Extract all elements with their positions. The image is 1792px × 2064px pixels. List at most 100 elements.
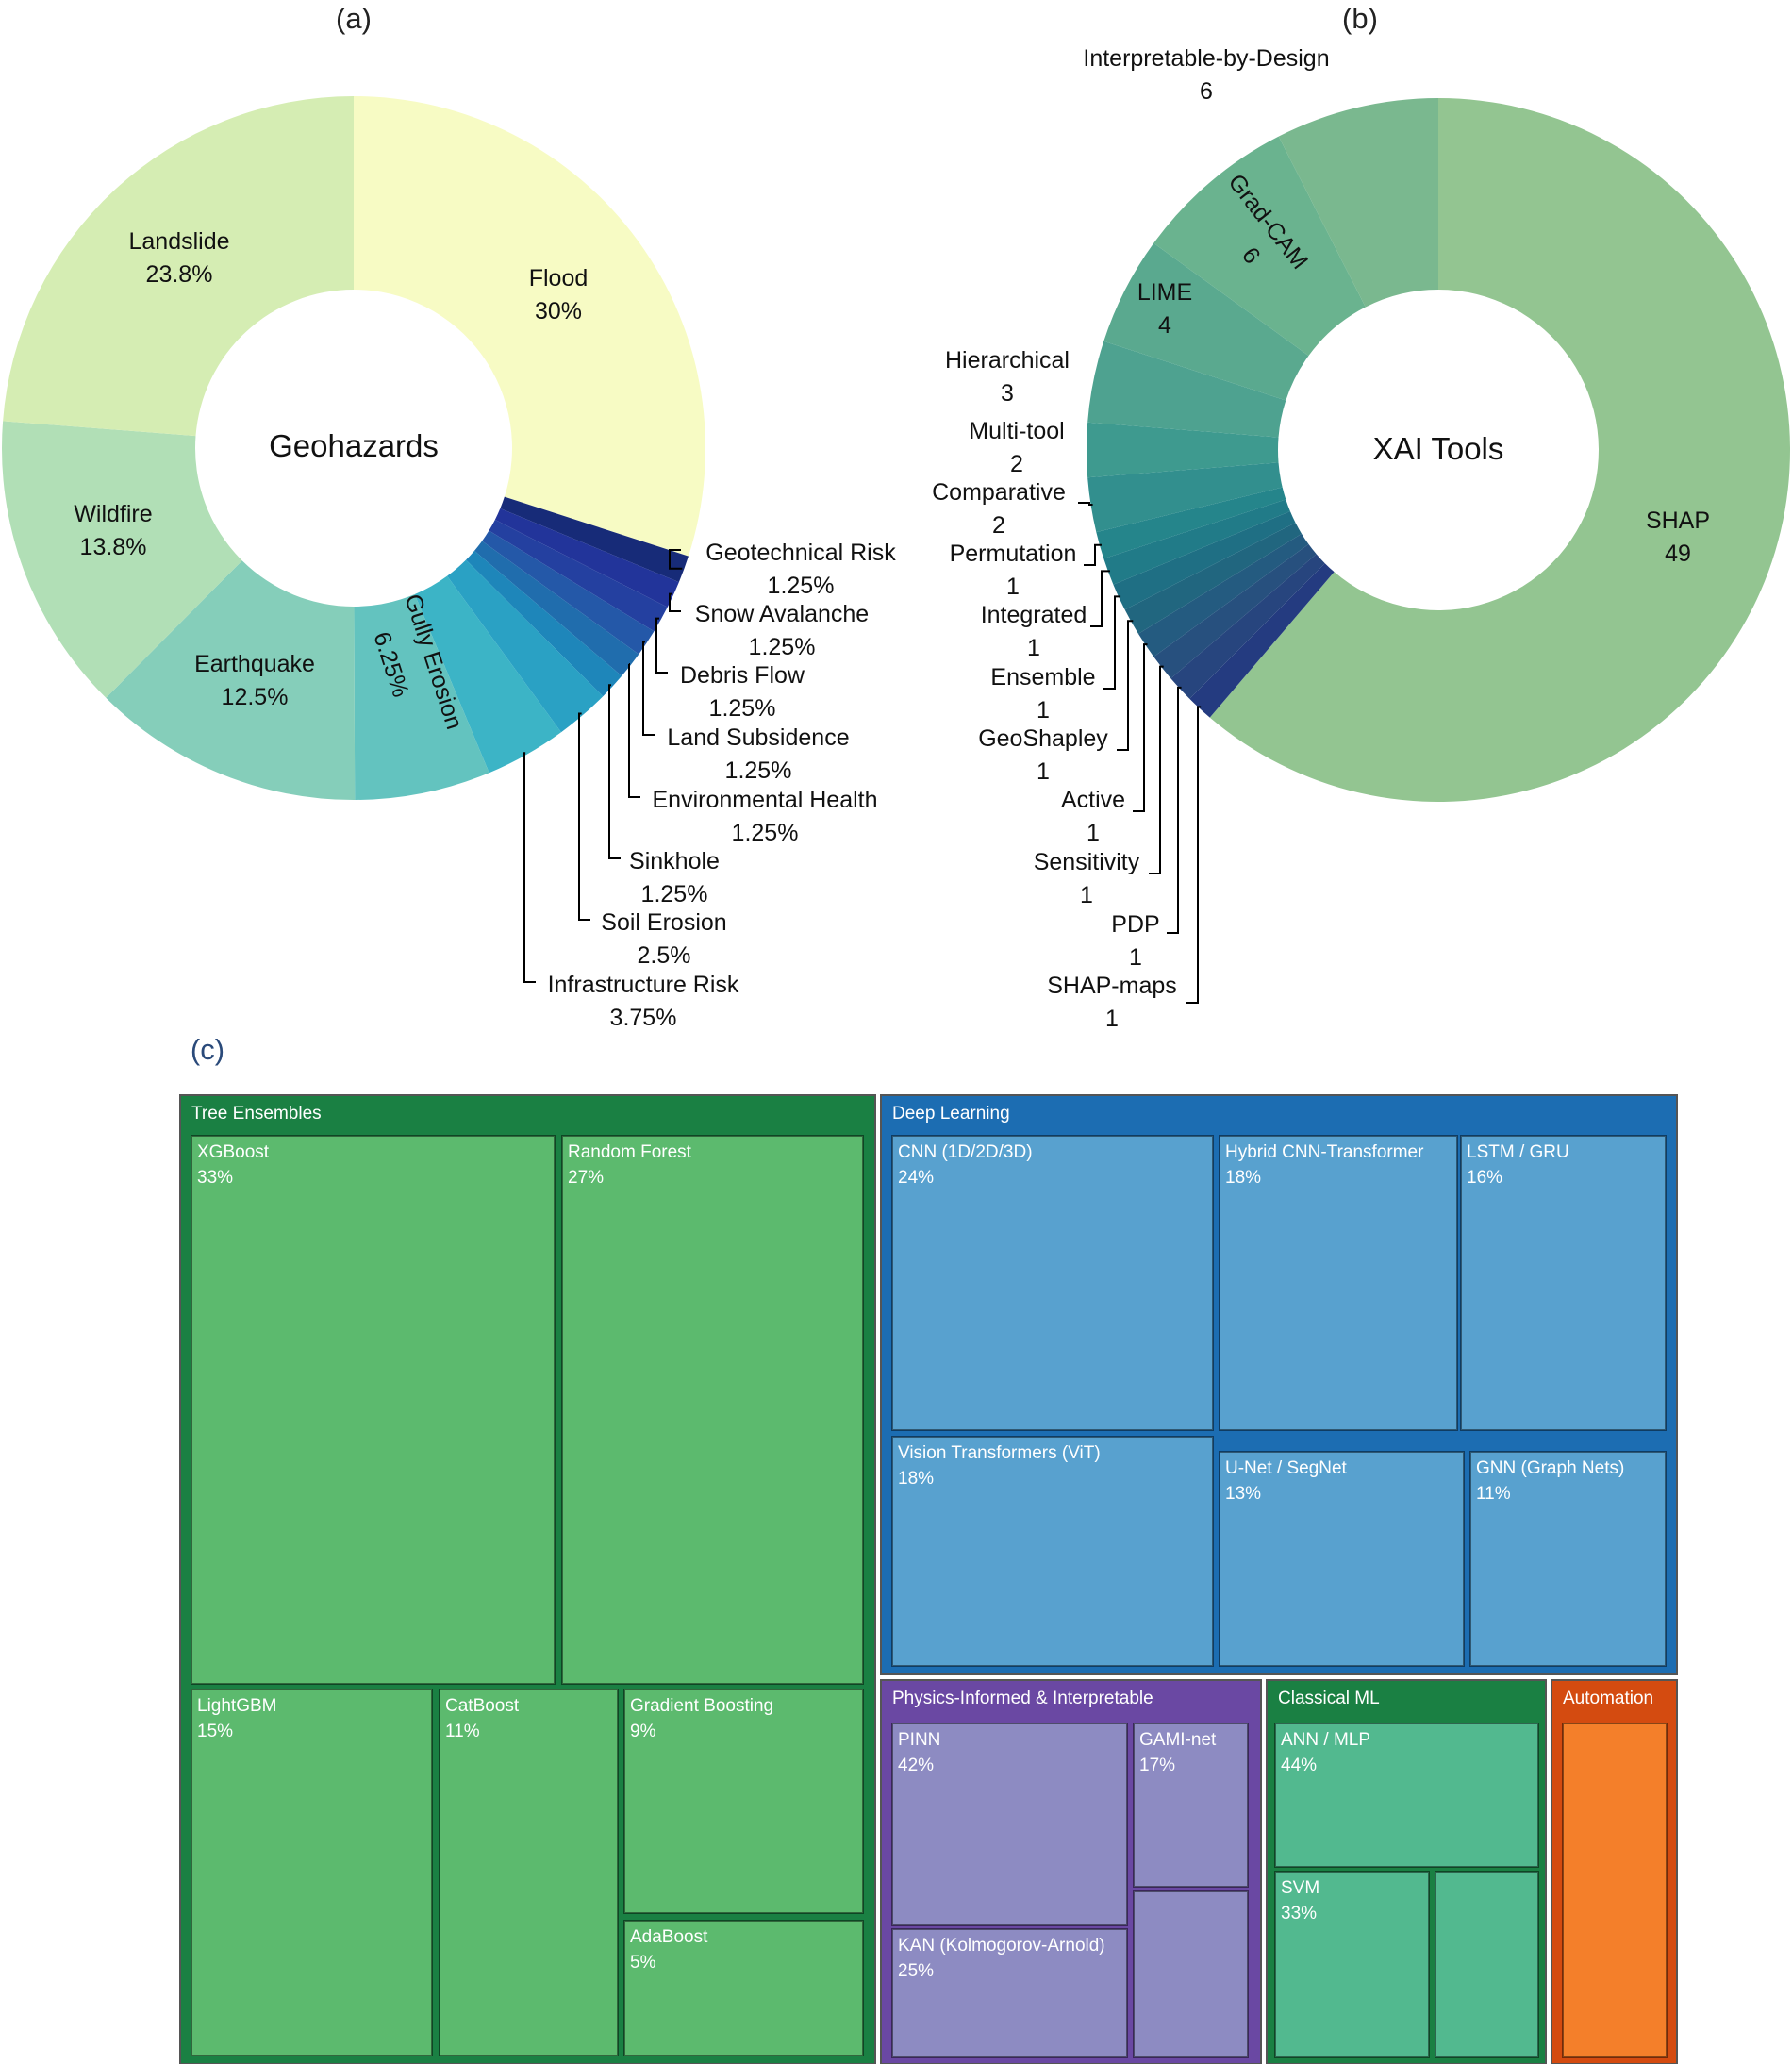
slice-geoshapley xyxy=(1124,523,1303,634)
treemap-leaf-hybrid-cnn-transformer xyxy=(1219,1135,1458,1431)
slice-label-ensemble: Ensemble xyxy=(990,664,1095,691)
slice-shap xyxy=(1209,98,1791,802)
slice-soil-erosion xyxy=(447,559,604,733)
slice-label-landslide: Landslide xyxy=(128,228,229,255)
treemap-leaf-label-vision-transformers-vit: Vision Transformers (ViT) xyxy=(898,1443,1101,1463)
treemap-leaf-label-xgboost: XGBoost xyxy=(197,1142,270,1162)
slice-label-comparative: Comparative xyxy=(932,479,1066,506)
treemap-leaf-value-gnn-graph-nets: 11% xyxy=(1476,1484,1511,1504)
slice-label-pdp: PDP xyxy=(1111,911,1159,938)
slice-earthquake xyxy=(106,560,356,800)
slice-environmental-health xyxy=(473,541,639,676)
slice-value-soil-erosion: 2.5% xyxy=(638,942,691,969)
treemap-leaf-kan-kolmogorov-arnold xyxy=(891,1928,1128,2058)
slice-value-pdp: 1 xyxy=(1129,944,1142,971)
treemap-leaf-label-gami-net: GAMI-net xyxy=(1139,1730,1217,1750)
slice-snow-avalanche xyxy=(494,508,679,608)
treemap-leaf-label-ann-mlp: ANN / MLP xyxy=(1281,1730,1370,1750)
treemap-leaf-u-net-segnet xyxy=(1219,1451,1465,1667)
leader-line-active xyxy=(1133,643,1148,812)
slice-value-environmental-health: 1.25% xyxy=(732,820,799,846)
slice-shap-maps xyxy=(1189,563,1335,718)
treemap-leaf-pinn xyxy=(891,1723,1128,1926)
slice-label-land-subsidence: Land Subsidence xyxy=(667,724,849,751)
treemap-leaf-gami-net xyxy=(1133,1723,1249,1888)
slice-value-snow-avalanche: 1.25% xyxy=(749,634,816,660)
leader-line-permutation xyxy=(1084,543,1102,566)
slice-label-lime: LIME xyxy=(1137,279,1192,306)
treemap-leaf-physics-informed-interpretable-other-3 xyxy=(1133,1890,1249,2058)
treemap-group-label-tree-ensembles: Tree Ensembles xyxy=(191,1104,322,1124)
treemap-leaf-value-pinn: 42% xyxy=(898,1756,934,1775)
slice-permutation xyxy=(1096,487,1286,559)
slice-value-shap: 49 xyxy=(1665,541,1691,567)
slice-label-sinkhole: Sinkhole xyxy=(629,848,720,874)
leader-line-soil-erosion xyxy=(578,712,590,921)
slice-pdp xyxy=(1170,554,1325,699)
slice-geotechnical-risk xyxy=(500,496,689,583)
treemap-leaf-label-pinn: PINN xyxy=(898,1730,940,1750)
leader-line-snow-avalanche xyxy=(669,592,681,612)
slice-interpretable-by-design xyxy=(1278,98,1438,308)
treemap-leaf-label-svm: SVM xyxy=(1281,1878,1319,1898)
treemap-leaf-label-random-forest: Random Forest xyxy=(568,1142,692,1162)
leader-line-sensitivity xyxy=(1149,665,1164,874)
slice-label-multi-tool: Multi-tool xyxy=(969,418,1064,444)
treemap-leaf-label-cnn-1d-2d-3d: CNN (1D/2D/3D) xyxy=(898,1142,1033,1162)
slice-sinkhole xyxy=(466,550,622,697)
slice-label-geoshapley: GeoShapley xyxy=(978,725,1108,752)
xai-tools-donut-chart: SHAP49SHAP-maps1PDP1Sensitivity1Active1G… xyxy=(932,45,1791,1032)
slice-debris-flow xyxy=(489,519,668,632)
treemap-leaf-value-u-net-segnet: 13% xyxy=(1225,1484,1261,1504)
slice-value-debris-flow: 1.25% xyxy=(709,695,776,722)
treemap-leaf-value-ann-mlp: 44% xyxy=(1281,1756,1317,1775)
treemap-leaf-value-adaboost: 5% xyxy=(630,1953,656,1972)
slice-value-geoshapley: 1 xyxy=(1037,758,1050,785)
slice-value-geotechnical-risk: 1.25% xyxy=(768,573,835,599)
treemap-leaf-label-lstm-gru: LSTM / GRU xyxy=(1467,1142,1569,1162)
treemap-leaf-value-random-forest: 27% xyxy=(568,1168,604,1188)
slice-label-shap-maps: SHAP-maps xyxy=(1047,973,1177,999)
models-treemap: Tree Ensembles XGBoost 33% Random Forest 27%… xyxy=(179,1094,1678,2064)
treemap-group-label-classical-ml: Classical ML xyxy=(1278,1689,1380,1708)
treemap-leaf-value-hybrid-cnn-transformer: 18% xyxy=(1225,1168,1261,1188)
slice-lime xyxy=(1103,242,1309,401)
geohazards-center-label: Geohazards xyxy=(269,428,439,463)
treemap-leaf-random-forest xyxy=(561,1135,864,1685)
leader-line-debris-flow xyxy=(655,617,668,674)
panel-label-a: (a) xyxy=(336,2,372,35)
leader-line-geotechnical-risk xyxy=(669,549,683,570)
treemap-leaf-classical-ml-other-2 xyxy=(1435,1871,1539,2058)
slice-label-earthquake: Earthquake xyxy=(194,651,315,677)
slice-value-earthquake: 12.5% xyxy=(222,684,289,710)
treemap-leaf-gradient-boosting xyxy=(623,1689,864,1914)
treemap-leaf-label-gnn-graph-nets: GNN (Graph Nets) xyxy=(1476,1458,1624,1478)
treemap-leaf-vision-transformers-vit xyxy=(891,1436,1214,1667)
leader-line-shap-maps xyxy=(1186,706,1202,1004)
slice-label-debris-flow: Debris Flow xyxy=(680,662,805,689)
slice-ensemble xyxy=(1113,511,1296,610)
slice-label-snow-avalanche: Snow Avalanche xyxy=(695,601,869,627)
treemap-group-label-automation: Automation xyxy=(1563,1689,1653,1708)
slice-label-sensitivity: Sensitivity xyxy=(1034,849,1140,875)
slice-label-integrated: Integrated xyxy=(981,602,1087,628)
slice-value-sinkhole: 1.25% xyxy=(641,881,708,907)
treemap-leaf-adaboost xyxy=(623,1920,864,2056)
slice-flood xyxy=(354,96,705,557)
treemap-group-label-physics-informed-interpretable: Physics-Informed & Interpretable xyxy=(892,1689,1153,1708)
treemap-leaf-label-u-net-segnet: U-Net / SegNet xyxy=(1225,1458,1348,1478)
slice-value-interpretable-by-design: 6 xyxy=(1200,78,1213,105)
slice-value-infrastructure-risk: 3.75% xyxy=(610,1005,677,1031)
slice-value-lime: 4 xyxy=(1158,312,1171,339)
slice-label-wildfire: Wildfire xyxy=(74,501,152,527)
slice-label-geotechnical-risk: Geotechnical Risk xyxy=(705,540,896,566)
slice-label-soil-erosion: Soil Erosion xyxy=(601,909,726,936)
treemap-leaf-label-gradient-boosting: Gradient Boosting xyxy=(630,1696,773,1716)
leader-line-ensemble xyxy=(1103,595,1121,690)
slice-landslide xyxy=(3,96,355,437)
slice-active xyxy=(1137,533,1309,657)
slice-label-hierarchical: Hierarchical xyxy=(945,347,1070,374)
panel-label-c: (c) xyxy=(191,1033,224,1066)
